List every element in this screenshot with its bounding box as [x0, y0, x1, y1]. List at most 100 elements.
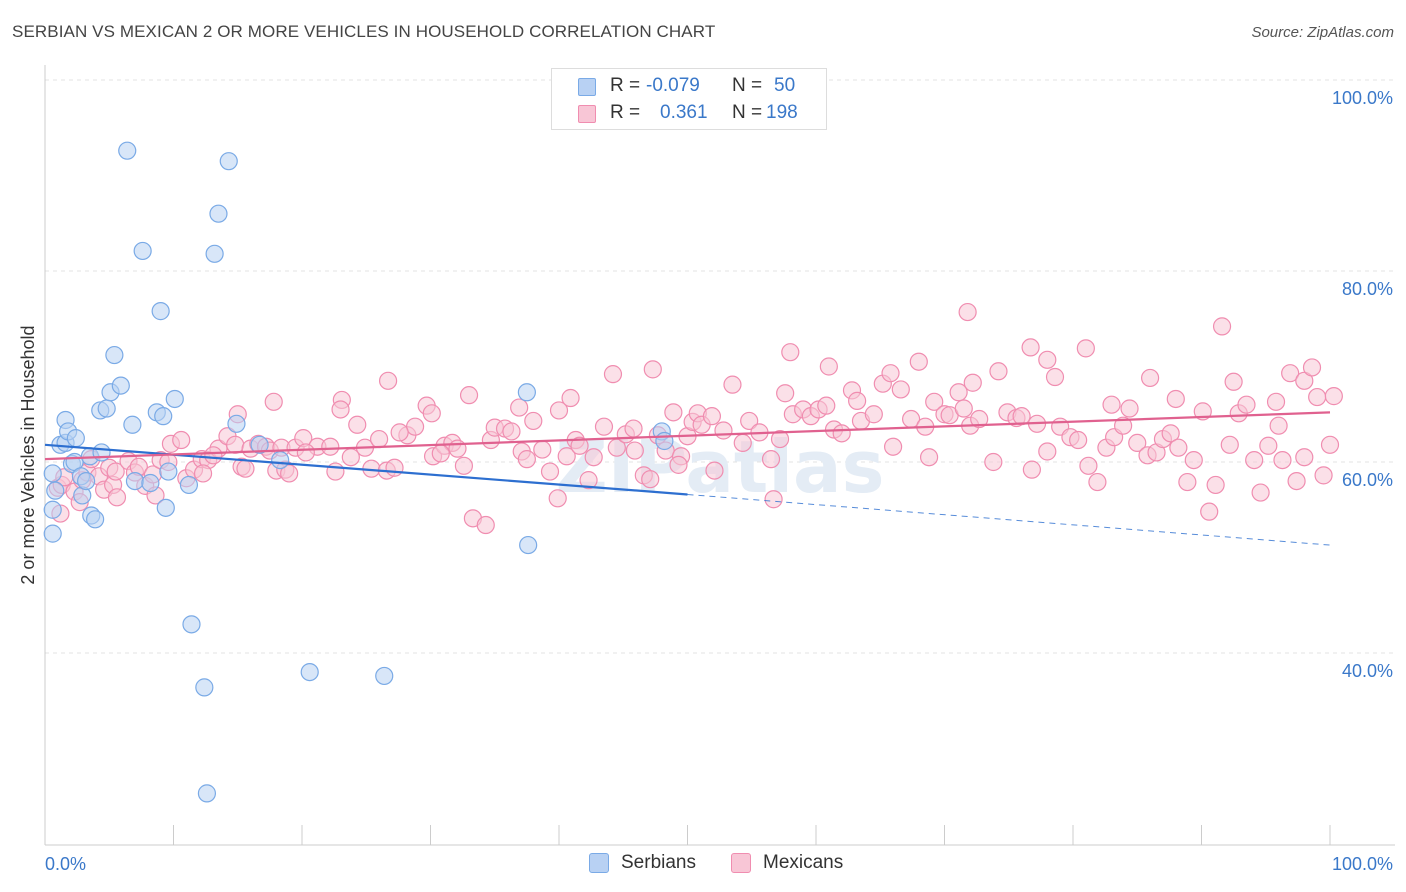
point-mexicans [1206, 475, 1225, 495]
point-mexicans [1245, 450, 1264, 470]
point-mexicans [431, 444, 450, 463]
point-mexicans [1079, 456, 1098, 475]
bottom-legend-label-serbians: Serbians [621, 852, 696, 873]
point-mexicans [1184, 450, 1203, 470]
point-mexicans [1012, 407, 1031, 426]
point-serbians [197, 784, 217, 803]
points-layer [43, 141, 1343, 803]
point-mexicans [280, 464, 299, 483]
point-mexicans [1324, 387, 1343, 406]
point-mexicans [584, 448, 603, 467]
point-mexicans [864, 405, 883, 424]
point-mexicans [321, 437, 340, 456]
y-tick-label: 100.0% [1332, 88, 1393, 108]
point-mexicans [557, 447, 576, 466]
point-mexicans [891, 380, 910, 399]
point-mexicans [705, 461, 724, 480]
point-mexicans [925, 392, 944, 411]
trend-line-serbians-extension [687, 493, 1331, 546]
point-mexicans [264, 392, 283, 411]
point-mexicans [1178, 472, 1197, 492]
point-mexicans [909, 352, 928, 371]
point-mexicans [1161, 424, 1180, 443]
point-serbians [154, 407, 173, 426]
point-mexicans [603, 365, 623, 384]
point-serbians [227, 414, 246, 433]
tick-label-layer: 40.0% 60.0% 80.0% 100.0% 0.0% 100.0% [45, 88, 1393, 874]
point-mexicans [958, 302, 977, 322]
point-serbians [182, 615, 201, 634]
point-mexicans [533, 440, 552, 459]
point-mexicans [570, 436, 589, 455]
point-mexicans [1128, 433, 1147, 452]
point-mexicans [883, 437, 903, 456]
point-mexicans [390, 423, 409, 442]
axis-layer [44, 65, 1395, 846]
point-mexicans [236, 459, 255, 478]
point-serbians [125, 472, 145, 491]
point-mexicans [476, 515, 495, 535]
point-mexicans [193, 464, 213, 483]
point-mexicans [1021, 338, 1040, 357]
point-mexicans [723, 375, 742, 394]
point-mexicans [970, 409, 989, 429]
point-mexicans [819, 357, 838, 376]
point-serbians [133, 241, 152, 261]
trend-layer [44, 411, 1331, 546]
point-serbians [300, 662, 319, 682]
point-serbians [66, 429, 85, 448]
y-tick-label: 60.0% [1342, 470, 1393, 490]
point-mexicans [1038, 350, 1057, 369]
source-credit: Source: ZipAtlas.com [1251, 24, 1394, 41]
point-mexicans [740, 411, 759, 431]
point-serbians [159, 462, 178, 481]
point-serbians [165, 389, 184, 409]
point-mexicans [540, 462, 560, 481]
point-serbians [151, 302, 170, 321]
point-mexicans [226, 435, 245, 454]
point-serbians [111, 376, 130, 395]
point-mexicans [1169, 438, 1188, 457]
point-mexicans [502, 422, 521, 441]
point-mexicans [448, 439, 467, 458]
point-mexicans [348, 415, 367, 434]
point-mexicans [1120, 399, 1139, 418]
point-mexicans [1295, 448, 1314, 467]
legend-swatch-mexicans [578, 105, 596, 123]
point-mexicans [405, 417, 425, 436]
point-mexicans [524, 411, 543, 431]
point-serbians [219, 152, 238, 171]
point-mexicans [625, 441, 644, 460]
point-mexicans [1281, 364, 1300, 383]
legend-r-value: -0.079 [646, 75, 700, 96]
point-mexicans [984, 452, 1003, 472]
point-mexicans [1022, 460, 1041, 479]
legend-r-value: 0.361 [660, 102, 708, 123]
point-mexicans [579, 471, 598, 490]
stats-legend: R = -0.079 N = 50 R = 0.361 N = 198 [551, 68, 827, 130]
point-mexicans [296, 443, 315, 462]
point-mexicans [949, 383, 968, 402]
legend-n-label: N = [732, 75, 763, 96]
x-tick-label: 100.0% [1332, 854, 1393, 874]
point-mexicans [702, 407, 722, 426]
bottom-legend-label-mexicans: Mexicans [763, 852, 844, 873]
point-mexicans [1320, 435, 1340, 454]
point-mexicans [733, 433, 752, 452]
legend-r-label: R = [610, 75, 641, 96]
point-serbians [195, 678, 214, 697]
point-serbians [86, 510, 105, 529]
point-mexicans [764, 490, 783, 509]
legend-n-label: N = [732, 102, 763, 123]
point-mexicans [1308, 387, 1327, 407]
point-mexicans [1273, 450, 1292, 470]
point-mexicans [1259, 436, 1278, 455]
point-mexicans [781, 343, 800, 362]
point-mexicans [624, 419, 643, 438]
point-serbians [179, 475, 199, 495]
point-serbians [271, 450, 290, 470]
point-mexicans [1220, 435, 1239, 454]
y-tick-label: 80.0% [1342, 279, 1393, 299]
point-mexicans [1045, 367, 1065, 387]
